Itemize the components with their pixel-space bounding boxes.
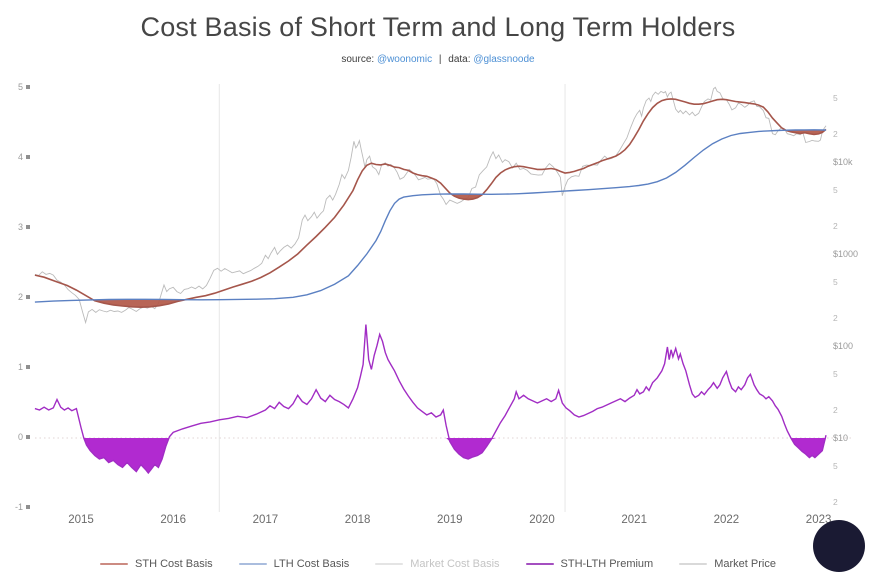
premium-negative-fill	[34, 438, 826, 473]
chart-title: Cost Basis of Short Term and Long Term H…	[140, 12, 736, 42]
legend-item-lth-cost-basis[interactable]: LTH Cost Basis	[238, 558, 350, 570]
legend-label-market-cost-basis: Market Cost Basis	[410, 558, 500, 570]
legend-swatch-sth-cost-basis	[100, 563, 129, 565]
chart-subtitle: source: @woonomic | data: @glassnoode	[0, 54, 876, 65]
legend-swatch-sth-lth-premium	[525, 563, 554, 565]
legend-swatch-lth-cost-basis	[238, 563, 267, 565]
legend-label-market-price: Market Price	[714, 558, 776, 570]
legend-label-lth-cost-basis: LTH Cost Basis	[273, 558, 350, 570]
legend-item-sth-lth-premium[interactable]: STH-LTH Premium	[525, 558, 654, 570]
legend-item-market-cost-basis[interactable]: Market Cost Basis	[375, 558, 500, 570]
sth-lth-premium-line	[34, 324, 827, 475]
source-handle-link[interactable]: @woonomic	[376, 54, 433, 65]
watermark-logo-circle	[813, 520, 865, 572]
legend-item-market-price[interactable]: Market Price	[679, 558, 776, 570]
source-label: source:	[341, 54, 375, 65]
data-label: data:	[448, 54, 471, 65]
market-price-line	[34, 86, 827, 325]
sth-cost-basis-line	[34, 98, 827, 309]
legend-swatch-market-cost-basis	[375, 563, 404, 565]
lth-cost-basis-line	[34, 129, 826, 303]
subtitle-separator: |	[438, 54, 442, 65]
legend-label-sth-lth-premium: STH-LTH Premium	[560, 558, 654, 570]
sth-below-lth-fill	[34, 129, 826, 308]
legend: STH Cost Basis LTH Cost Basis Market Cost …	[0, 558, 876, 570]
legend-label-sth-cost-basis: STH Cost Basis	[135, 558, 213, 570]
legend-item-sth-cost-basis[interactable]: STH Cost Basis	[100, 558, 213, 570]
legend-swatch-market-price	[679, 563, 708, 565]
data-handle-link[interactable]: @glassnoode	[473, 54, 535, 65]
